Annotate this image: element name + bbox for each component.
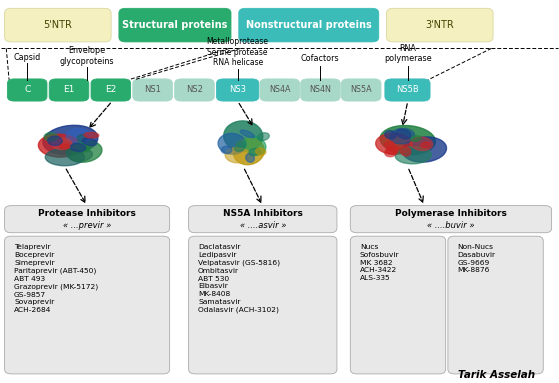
Text: Nonstructural proteins: Nonstructural proteins [246,20,372,30]
Text: C: C [24,85,30,95]
Ellipse shape [385,147,397,157]
Ellipse shape [225,147,250,163]
Text: Cofactors: Cofactors [301,54,339,63]
Text: « ...previr »: « ...previr » [63,221,111,230]
FancyBboxPatch shape [216,79,259,101]
Text: NS4N: NS4N [310,85,331,95]
Ellipse shape [395,147,432,164]
Ellipse shape [240,130,254,137]
Ellipse shape [48,136,62,146]
Text: NS5A: NS5A [350,85,372,95]
Ellipse shape [246,154,254,162]
Ellipse shape [255,148,266,155]
Text: Telaprevir
Boceprevir
Simeprevir
Paritaprevir (ABT-450)
ABT 493
Grazoprevir (MK-: Telaprevir Boceprevir Simeprevir Paritap… [14,244,98,313]
Ellipse shape [45,149,84,166]
Ellipse shape [380,126,435,154]
Text: NS5A Inhibitors: NS5A Inhibitors [223,209,303,218]
Ellipse shape [67,141,102,162]
Text: NS3: NS3 [229,85,246,95]
Text: Nucs
Sofosbuvir
MK 3682
ACH-3422
ALS-335: Nucs Sofosbuvir MK 3682 ACH-3422 ALS-335 [360,244,399,281]
FancyBboxPatch shape [342,79,381,101]
Text: « ....asvir »: « ....asvir » [240,221,286,230]
Ellipse shape [397,129,411,139]
FancyBboxPatch shape [91,79,131,101]
FancyBboxPatch shape [301,79,340,101]
Ellipse shape [235,144,244,152]
Ellipse shape [421,142,430,148]
Text: E1: E1 [63,85,75,95]
FancyBboxPatch shape [174,79,214,101]
FancyBboxPatch shape [260,79,300,101]
FancyBboxPatch shape [188,206,337,233]
FancyBboxPatch shape [7,79,47,101]
Text: Metalloprotease
Serine protease
RNA helicase: Metalloprotease Serine protease RNA heli… [207,37,269,67]
Text: Capsid: Capsid [14,53,41,62]
Text: NS2: NS2 [186,85,203,95]
Ellipse shape [224,121,263,151]
Text: NS1: NS1 [144,85,161,95]
FancyBboxPatch shape [133,79,172,101]
Ellipse shape [376,133,412,154]
Text: NS4A: NS4A [269,85,291,95]
Text: Polymerase Inhibitors: Polymerase Inhibitors [395,209,507,218]
FancyBboxPatch shape [4,8,111,42]
Ellipse shape [84,133,99,138]
Text: 3'NTR: 3'NTR [425,20,454,30]
Text: Non-Nucs
Dasabuvir
GS-9669
MK-8876: Non-Nucs Dasabuvir GS-9669 MK-8876 [457,244,495,273]
Ellipse shape [70,143,86,152]
Text: Structural proteins: Structural proteins [122,20,228,30]
Ellipse shape [221,146,232,154]
Ellipse shape [233,138,264,165]
Ellipse shape [385,131,396,139]
Text: RNA
polymerase: RNA polymerase [384,44,432,63]
Ellipse shape [82,138,97,146]
Ellipse shape [249,148,260,156]
FancyBboxPatch shape [4,236,169,374]
Ellipse shape [60,144,69,149]
Ellipse shape [400,147,411,156]
Ellipse shape [77,135,87,141]
FancyBboxPatch shape [387,8,493,42]
FancyBboxPatch shape [350,236,446,374]
Ellipse shape [411,136,421,141]
FancyBboxPatch shape [239,8,379,42]
FancyBboxPatch shape [385,79,430,101]
Ellipse shape [44,133,58,141]
Text: E2: E2 [105,85,116,95]
Ellipse shape [386,146,399,154]
Ellipse shape [411,137,433,151]
Ellipse shape [43,125,98,155]
Text: Daclatasvir
Ledipasvir
Velpatasvir (GS-5816)
Ombitasvir
ABT 530
Elbasvir
MK-8408: Daclatasvir Ledipasvir Velpatasvir (GS-5… [198,244,280,313]
Text: NS5B: NS5B [396,85,419,95]
Ellipse shape [385,141,394,148]
Ellipse shape [236,141,246,147]
Text: 5'NTR: 5'NTR [44,20,72,30]
Text: Tarik Asselah: Tarik Asselah [458,370,536,380]
Text: « ....buvir »: « ....buvir » [427,221,475,230]
FancyBboxPatch shape [188,236,337,374]
Ellipse shape [218,133,246,154]
Ellipse shape [258,133,269,141]
Text: Protease Inhibitors: Protease Inhibitors [38,209,136,218]
FancyBboxPatch shape [4,206,169,233]
FancyBboxPatch shape [448,236,543,374]
Ellipse shape [390,128,415,144]
Ellipse shape [75,143,90,152]
Ellipse shape [243,136,266,155]
Ellipse shape [39,134,80,157]
FancyBboxPatch shape [49,79,89,101]
FancyBboxPatch shape [119,8,231,42]
Text: Envelope
glycoproteins: Envelope glycoproteins [60,46,115,65]
Ellipse shape [402,137,447,162]
Ellipse shape [53,138,72,149]
FancyBboxPatch shape [350,206,552,233]
Ellipse shape [67,128,91,144]
Ellipse shape [70,149,92,161]
